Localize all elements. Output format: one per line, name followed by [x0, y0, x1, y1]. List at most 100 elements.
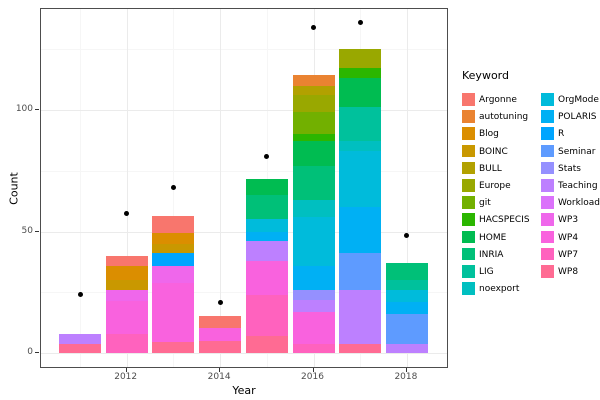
legend-label: WP3	[558, 215, 579, 226]
bar-segment	[105, 333, 148, 354]
bar-segment	[385, 280, 428, 290]
legend-item: WP8	[541, 263, 600, 280]
bar-segment	[385, 302, 428, 315]
legend-item: BULL	[462, 160, 534, 177]
legend-item: WP7	[541, 246, 600, 263]
legend-label: HACSPECIS	[479, 215, 530, 226]
y-gridline-minor	[41, 292, 447, 294]
bar-segment	[292, 299, 335, 312]
y-gridline-minor	[41, 170, 447, 172]
bar-segment	[152, 243, 195, 254]
legend-label: autotuning	[479, 112, 529, 123]
legend-swatch	[462, 282, 475, 295]
bar-segment	[292, 85, 335, 96]
legend-swatch	[462, 196, 475, 209]
bar-segment	[385, 290, 428, 303]
legend-item: Seminar	[541, 143, 600, 160]
legend-swatch	[462, 93, 475, 106]
x-tick-label: 2014	[207, 372, 231, 382]
x-tick-mark	[219, 368, 221, 372]
legend-swatch	[541, 127, 554, 140]
legend-item: noexport	[462, 280, 534, 297]
legend-title: Keyword	[462, 69, 509, 82]
data-point	[311, 24, 316, 30]
legend-swatch	[541, 265, 554, 278]
legend-swatch	[541, 213, 554, 226]
bar-segment	[152, 342, 195, 354]
bar-segment	[292, 141, 335, 166]
legend-label: Blog	[479, 129, 499, 140]
bar-segment	[292, 199, 335, 217]
legend-swatch	[462, 213, 475, 226]
data-point	[124, 210, 130, 216]
legend-swatch	[462, 179, 475, 192]
bar-segment	[292, 311, 335, 344]
bar-segment	[339, 207, 382, 254]
x-gridline-major	[220, 9, 222, 367]
data-point	[170, 185, 176, 191]
legend-swatch	[541, 144, 554, 158]
x-gridline-major	[406, 9, 408, 367]
bar-segment	[385, 263, 428, 281]
legend-item: WP3	[541, 211, 600, 228]
legend-item: OrgMode	[541, 91, 600, 108]
legend-item: Argonne	[462, 91, 534, 108]
x-tick-label: 2012	[114, 372, 138, 382]
bar-segment	[245, 241, 288, 261]
bar-segment	[292, 95, 335, 113]
legend-swatch	[462, 247, 475, 261]
y-gridline-minor	[41, 48, 447, 50]
legend: Keyword Argonne autotuning Blog BOINC BULL Eu…	[455, 0, 600, 400]
x-tick-label: 2016	[301, 372, 324, 382]
bar-segment	[245, 260, 288, 295]
legend-label: WP4	[558, 232, 579, 243]
bar-segment	[105, 300, 148, 334]
data-point	[77, 292, 83, 298]
legend-label: R	[558, 129, 565, 140]
legend-label: Teaching	[558, 181, 598, 191]
bar-segment	[292, 134, 335, 142]
legend-item: POLARIS	[541, 108, 600, 125]
bar-segment	[105, 290, 148, 301]
bar-segment	[292, 343, 335, 354]
legend-label: BOINC	[479, 146, 508, 157]
legend-item: autotuning	[462, 108, 534, 125]
legend-label: HOME	[479, 232, 507, 243]
bar-segment	[199, 341, 242, 354]
bar-segment	[339, 48, 382, 69]
legend-swatch	[462, 161, 475, 175]
legend-item: Workload	[541, 194, 600, 211]
y-tick-mark	[35, 108, 39, 110]
legend-swatch	[541, 179, 554, 192]
y-tick-label: 50	[21, 225, 33, 236]
legend-item: Europe	[462, 177, 534, 194]
bar-segment	[152, 215, 195, 233]
bar-segment	[245, 231, 288, 242]
legend-item: git	[462, 194, 534, 211]
legend-label: git	[479, 198, 491, 209]
x-gridline-minor	[80, 9, 81, 367]
data-point	[217, 299, 223, 305]
y-tick-label: 0	[27, 347, 33, 358]
y-gridline-major	[41, 231, 447, 233]
legend-item: WP4	[541, 229, 600, 246]
legend-item: HACSPECIS	[462, 211, 534, 228]
bar-segment	[105, 280, 148, 290]
y-tick-mark	[35, 352, 39, 354]
legend-swatch	[462, 127, 475, 140]
bar-segment	[292, 74, 335, 86]
bar-segment	[245, 195, 288, 220]
bar-segment	[292, 216, 335, 266]
bar-segment	[292, 265, 335, 290]
legend-item: Teaching	[541, 177, 600, 194]
legend-label: POLARIS	[558, 112, 597, 123]
legend-swatch	[462, 144, 475, 158]
bar-segment	[152, 282, 195, 343]
bar-segment	[385, 314, 428, 344]
legend-swatch	[462, 230, 475, 244]
y-axis-title: Count	[7, 172, 21, 205]
legend-swatch	[541, 161, 554, 175]
data-point	[264, 153, 270, 159]
y-tick-mark	[35, 230, 39, 232]
